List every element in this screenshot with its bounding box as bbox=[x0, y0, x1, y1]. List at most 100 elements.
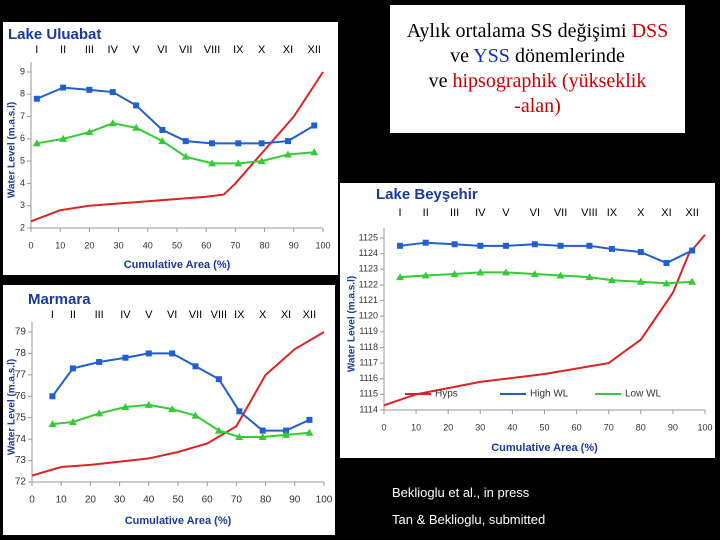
y-tick-label: 6 bbox=[20, 133, 25, 143]
title-part: ve bbox=[450, 45, 469, 67]
title-part: hipsographik (yükseklik bbox=[452, 70, 647, 92]
marker bbox=[215, 376, 222, 383]
panel bbox=[3, 22, 338, 275]
marker bbox=[451, 241, 458, 248]
marker bbox=[86, 86, 93, 93]
marker bbox=[108, 119, 117, 127]
y-tick-label: 4 bbox=[20, 178, 25, 188]
y-tick-label: 72 bbox=[15, 477, 27, 488]
x-tick-label: 0 bbox=[28, 240, 33, 250]
marker bbox=[109, 89, 116, 96]
marker bbox=[282, 430, 291, 438]
x-tick-label: 70 bbox=[230, 240, 240, 250]
marker bbox=[530, 269, 539, 277]
series-line bbox=[383, 234, 706, 407]
series-line bbox=[36, 122, 315, 165]
y-tick-label: 1123 bbox=[359, 264, 378, 274]
citation: Beklioglu et al., in press bbox=[392, 485, 530, 500]
marker bbox=[688, 277, 697, 285]
x-tick-label: 50 bbox=[172, 495, 184, 506]
x-tick-label: 60 bbox=[572, 422, 582, 432]
x-tick-label: 70 bbox=[231, 495, 243, 506]
marker bbox=[284, 138, 291, 145]
citation: Tan & Beklioglu, submitted bbox=[392, 512, 546, 527]
month-label: VI bbox=[167, 309, 177, 321]
x-tick-label: 100 bbox=[316, 495, 333, 506]
y-axis-label: Water Level (m.a.s.l) bbox=[7, 102, 18, 198]
x-tick-label: 60 bbox=[201, 240, 211, 250]
marker bbox=[637, 249, 644, 256]
x-tick-label: 90 bbox=[289, 495, 301, 506]
marker bbox=[305, 428, 314, 436]
marker bbox=[663, 260, 670, 267]
y-axis-label: Water Level (m.a.s.l) bbox=[7, 359, 18, 455]
marker bbox=[608, 245, 615, 252]
marker bbox=[586, 242, 593, 249]
x-tick-label: 40 bbox=[507, 422, 517, 432]
marker bbox=[33, 95, 40, 102]
month-label: II bbox=[423, 207, 429, 219]
series-line bbox=[31, 331, 325, 477]
legend-label: High WL bbox=[530, 389, 569, 400]
marker bbox=[283, 427, 290, 434]
marker bbox=[192, 363, 199, 370]
y-tick-label: 7 bbox=[20, 111, 25, 121]
month-label: I bbox=[399, 207, 402, 219]
y-axis-label: Water Level (m.a.s.l) bbox=[347, 276, 358, 372]
series-line bbox=[399, 241, 693, 265]
marker bbox=[122, 354, 129, 361]
month-label: IX bbox=[233, 44, 244, 56]
month-label: III bbox=[450, 207, 459, 219]
marker bbox=[607, 276, 616, 284]
marker bbox=[258, 433, 267, 440]
month-label: XII bbox=[308, 44, 321, 56]
month-label: IV bbox=[475, 207, 486, 219]
marker bbox=[311, 122, 318, 129]
marker bbox=[236, 408, 243, 415]
marker bbox=[396, 273, 405, 281]
y-tick-label: 1121 bbox=[359, 295, 378, 305]
series-line bbox=[399, 271, 693, 285]
x-tick-label: 40 bbox=[143, 495, 155, 506]
marker bbox=[69, 365, 76, 372]
marker bbox=[662, 279, 671, 287]
x-tick-label: 90 bbox=[668, 422, 678, 432]
marker bbox=[234, 159, 243, 167]
title-part: Aylık ortalama SS değişimi bbox=[406, 20, 627, 42]
marker bbox=[208, 159, 217, 167]
y-tick-label: 1124 bbox=[359, 248, 378, 258]
series-line bbox=[36, 86, 315, 145]
x-tick-label: 100 bbox=[315, 240, 330, 250]
month-label: X bbox=[259, 309, 267, 321]
chart-title: Lake Beyşehir bbox=[376, 186, 478, 203]
month-label: XI bbox=[283, 44, 293, 56]
x-tick-label: 20 bbox=[443, 422, 453, 432]
marker bbox=[95, 409, 104, 417]
y-tick-label: 9 bbox=[20, 66, 25, 76]
panel bbox=[340, 183, 715, 458]
marker bbox=[144, 400, 153, 408]
marker bbox=[169, 350, 176, 357]
y-tick-label: 1118 bbox=[359, 342, 378, 352]
x-tick-label: 10 bbox=[56, 495, 68, 506]
month-label: IX bbox=[607, 207, 618, 219]
marker bbox=[96, 359, 103, 365]
month-label: VI bbox=[157, 44, 167, 56]
marker bbox=[85, 128, 94, 136]
month-label: XI bbox=[661, 207, 671, 219]
marker bbox=[168, 405, 177, 413]
month-label: VIII bbox=[204, 44, 221, 56]
month-label: VII bbox=[189, 309, 202, 321]
month-label: IV bbox=[108, 44, 119, 56]
month-label: V bbox=[502, 207, 510, 219]
month-label: VI bbox=[530, 207, 540, 219]
marker bbox=[235, 140, 242, 147]
marker bbox=[450, 269, 459, 277]
marker bbox=[68, 418, 77, 425]
month-label: II bbox=[70, 309, 76, 321]
marker bbox=[32, 139, 41, 147]
y-tick-label: 77 bbox=[15, 369, 27, 380]
legend-label: Low WL bbox=[625, 389, 662, 400]
